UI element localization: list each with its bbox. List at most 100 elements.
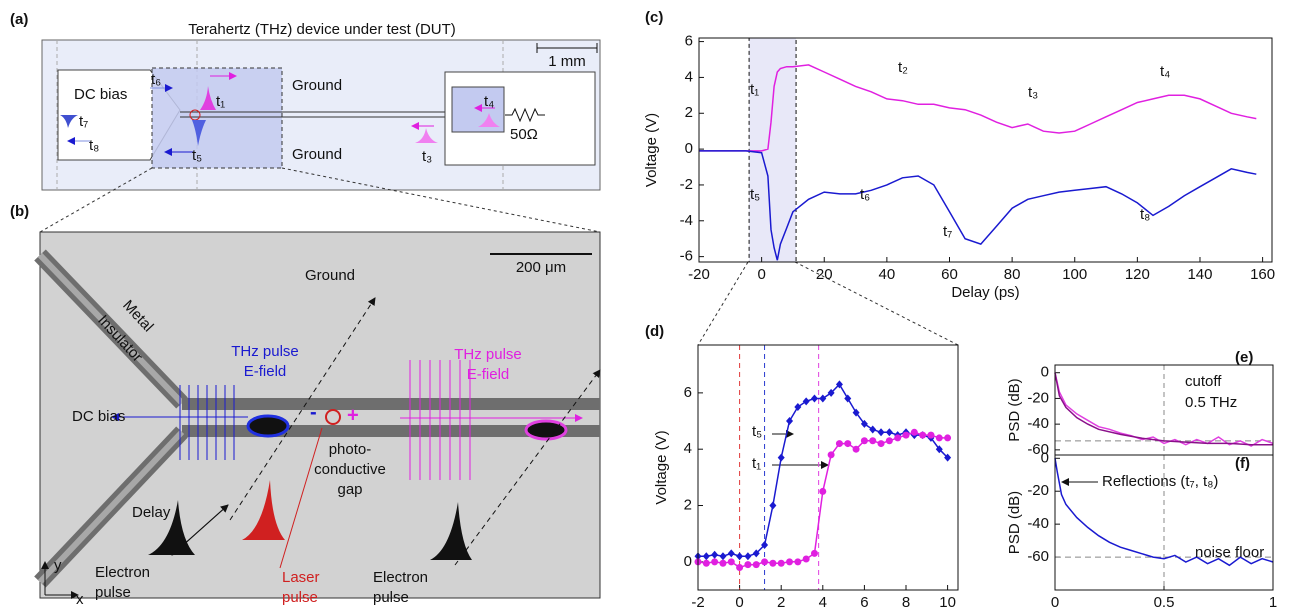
plot-frame: [697, 344, 959, 591]
label: DC bias: [74, 86, 127, 103]
series-line: [698, 383, 949, 557]
pulse-label: t₆: [151, 71, 161, 88]
e-field-right: [400, 360, 583, 480]
point: [736, 563, 744, 571]
y-tick-label: 6: [685, 33, 693, 50]
point: [769, 501, 777, 510]
x-tick-label: 0: [757, 266, 765, 283]
x-tick-label: 100: [1062, 266, 1087, 283]
point: [794, 402, 802, 411]
point: [761, 540, 769, 549]
x-tick-label: -20: [688, 266, 710, 283]
point: [777, 453, 785, 462]
electron-pulse: [148, 500, 195, 555]
y-tick-label: 0: [1041, 449, 1049, 466]
x-tick-label: 0: [735, 594, 743, 609]
y-tick-label: -40: [1027, 515, 1049, 532]
point: [794, 558, 802, 566]
label: y: [54, 557, 62, 574]
scale-label: 200 μm: [516, 259, 566, 276]
point: [835, 380, 843, 389]
pulse-label: t₃: [422, 148, 432, 165]
point: [902, 431, 910, 439]
label: Electron: [95, 564, 150, 581]
point: [769, 559, 777, 567]
y-tick-label: 0: [685, 140, 693, 157]
pulse-label: t₇: [79, 113, 88, 130]
label: THz pulse: [231, 343, 299, 360]
panel-title: Terahertz (THz) device under test (DUT): [188, 21, 456, 38]
point: [935, 434, 943, 442]
label: pulse: [282, 589, 318, 606]
point: [810, 394, 818, 403]
highlight: [748, 37, 797, 263]
probe-path: [229, 297, 376, 521]
insulator-line: [37, 429, 185, 585]
label: E-field: [467, 366, 510, 383]
x-tick-label: 6: [860, 594, 868, 609]
label: pulse: [373, 589, 409, 606]
annotation: t₅: [752, 423, 762, 440]
scale-label: 1 mm: [548, 53, 586, 70]
resistor: [505, 107, 545, 123]
point: [802, 555, 810, 563]
point: [786, 558, 794, 566]
panel-a: (a) Terahertz (THz) device under test (D…: [10, 11, 601, 191]
point: [702, 559, 710, 567]
y-tick-label: 4: [684, 440, 692, 457]
label: Electron: [373, 569, 428, 586]
annotation: t₈: [1140, 206, 1150, 223]
e-field-left: [111, 385, 248, 460]
gap-marker: [325, 409, 341, 425]
label: gap: [337, 481, 362, 498]
x-tick-label: 120: [1125, 266, 1150, 283]
annotation: t₆: [860, 186, 870, 203]
series-line: [1054, 458, 1274, 567]
label: DC bias: [72, 408, 125, 425]
label: Ground: [305, 267, 355, 284]
x-axis-label: Delay (ps): [951, 284, 1019, 301]
point: [869, 437, 877, 445]
x-tick-label: 0.5: [1154, 594, 1175, 609]
panel-label: (c): [645, 9, 663, 26]
point: [827, 388, 835, 397]
annotation: t₂: [898, 59, 908, 76]
electron-spot: [524, 419, 568, 441]
point: [835, 440, 843, 448]
point: [944, 434, 952, 442]
x-tick-label: 20: [816, 266, 833, 283]
point: [860, 419, 868, 428]
point: [810, 549, 818, 557]
label: +: [347, 404, 359, 426]
panel-label: (a): [10, 11, 28, 28]
x-tick-label: 160: [1250, 266, 1275, 283]
y-tick-label: -20: [1027, 389, 1049, 406]
label: Ground: [292, 146, 342, 163]
y-tick-label: -40: [1027, 415, 1049, 432]
annotation: t₇: [943, 223, 952, 240]
point: [935, 445, 943, 454]
pulse: [200, 86, 216, 110]
panel-label: (e): [1235, 349, 1253, 366]
electron-pulse: [430, 502, 472, 560]
y-tick-label: 0: [684, 553, 692, 570]
x-tick-label: 60: [941, 266, 958, 283]
laser-pulse: [242, 480, 285, 540]
plot-frame: [698, 37, 1273, 263]
series-line: [1054, 372, 1273, 446]
point: [877, 440, 885, 448]
x-tick-label: 2: [777, 594, 785, 609]
x-tick-label: -2: [691, 594, 704, 609]
pulse: [192, 120, 206, 146]
pulse: [60, 115, 78, 128]
annotation: Reflections (t₇, t₈): [1102, 473, 1218, 490]
point: [744, 561, 752, 569]
panel-label: (f): [1235, 455, 1250, 472]
label: Laser: [282, 569, 320, 586]
y-tick-label: -60: [1027, 548, 1049, 565]
zoom-region: [151, 67, 283, 169]
series-line: [699, 64, 1257, 152]
